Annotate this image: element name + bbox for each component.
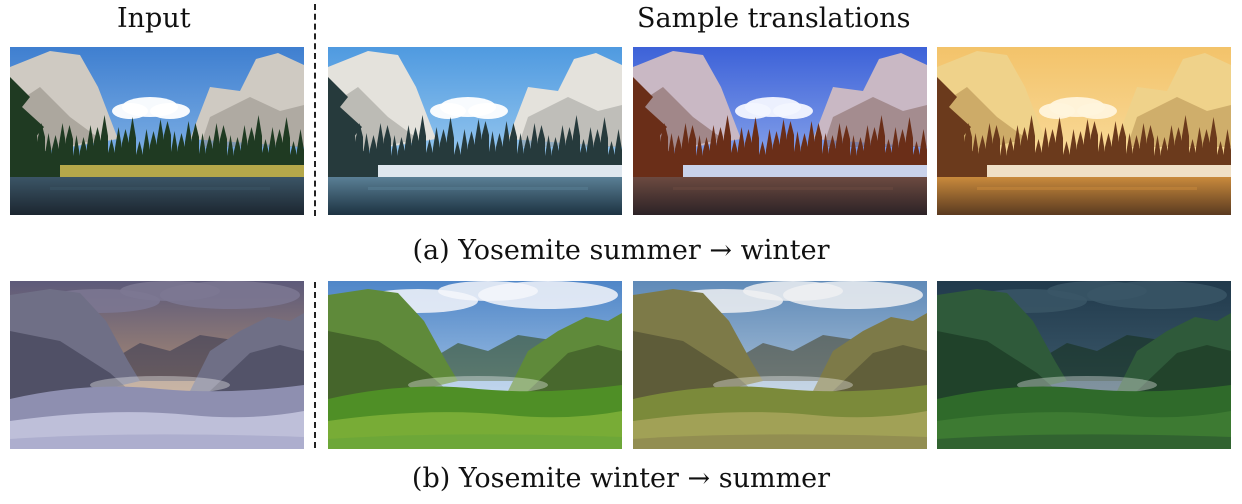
- landscape-image-output-winter-3: [937, 47, 1231, 215]
- landscape-image-input-winter-valley: [10, 281, 304, 449]
- landscape-image-output-summer-1: [328, 281, 622, 449]
- panel-b-sample-1: [328, 281, 622, 449]
- panel-a-sample-2: [633, 47, 927, 215]
- landscape-image-output-winter-2: [633, 47, 927, 215]
- column-separator-top: [314, 4, 316, 216]
- input-column-header: Input: [117, 3, 191, 34]
- panel-a-sample-3: [937, 47, 1231, 215]
- caption-b: (b) Yosemite winter → summer: [411, 463, 831, 494]
- panel-a-input: [10, 47, 304, 215]
- panel-b-sample-2: [633, 281, 927, 449]
- landscape-image-input-summer-valley: [10, 47, 304, 215]
- landscape-image-output-summer-2: [633, 281, 927, 449]
- panel-a-sample-1: [328, 47, 622, 215]
- samples-column-header: Sample translations: [637, 3, 911, 34]
- landscape-image-output-winter-1: [328, 47, 622, 215]
- panel-b-input: [10, 281, 304, 449]
- column-separator-bottom: [314, 282, 316, 448]
- landscape-image-output-summer-3: [937, 281, 1231, 449]
- panel-b-sample-3: [937, 281, 1231, 449]
- caption-a: (a) Yosemite summer → winter: [412, 235, 830, 266]
